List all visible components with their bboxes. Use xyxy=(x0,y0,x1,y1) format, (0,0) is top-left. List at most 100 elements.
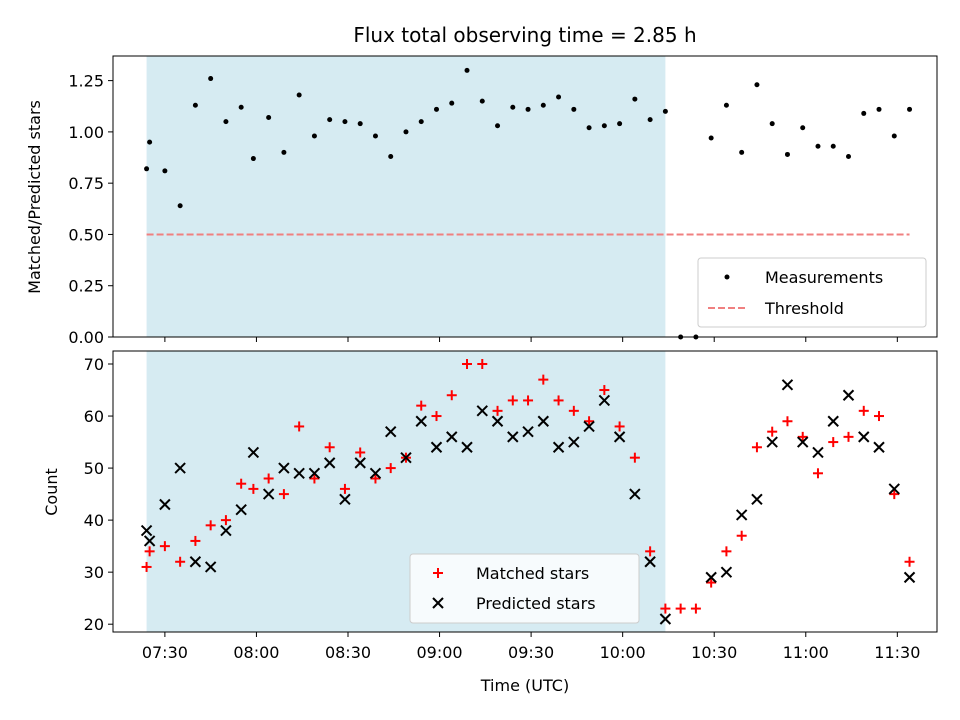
measurement-point xyxy=(662,108,668,114)
matched-star-point xyxy=(385,463,396,474)
predicted-star-point xyxy=(235,504,247,516)
matched-star-point xyxy=(797,431,808,442)
measurement-point xyxy=(571,106,577,112)
x-tick-label: 09:00 xyxy=(416,643,462,662)
measurement-point xyxy=(372,133,378,139)
matched-star-point xyxy=(477,359,488,370)
measurement-point xyxy=(281,149,287,155)
measurement-point xyxy=(296,92,302,98)
legend-matched-marker xyxy=(433,568,443,578)
matched-star-point xyxy=(782,416,793,427)
predicted-star-point xyxy=(476,405,488,417)
predicted-star-point xyxy=(354,457,366,469)
top-legend: Measurements Threshold xyxy=(697,257,927,328)
measurement-point xyxy=(479,98,485,104)
measurement-point xyxy=(250,156,256,162)
matched-star-point xyxy=(144,546,155,557)
predicted-star-point xyxy=(491,415,504,427)
legend-threshold-label: Threshold xyxy=(764,299,844,318)
predicted-star-point xyxy=(797,436,809,448)
measurement-point xyxy=(495,123,501,129)
predicted-star-point xyxy=(659,613,672,625)
bottom-panel: 20 30 40 50 60 70 07:30 08:00 08:30 09:00 09:30 10… xyxy=(42,350,938,695)
matched-star-point xyxy=(462,359,473,370)
predicted-star-point xyxy=(323,457,336,469)
predicted-star-point xyxy=(842,389,855,401)
measurement-point xyxy=(540,102,546,108)
y-tick-label: 20 xyxy=(84,615,104,634)
matched-star-point xyxy=(523,395,534,406)
measurement-point xyxy=(357,121,363,127)
matched-star-point xyxy=(690,603,701,614)
bottom-legend-box xyxy=(409,553,640,624)
x-tick-label: 11:30 xyxy=(874,643,920,662)
matched-star-point xyxy=(141,561,152,572)
bottom-x-axis-ticks: 07:30 08:00 08:30 09:00 09:30 10:00 10:30 11:00… xyxy=(142,632,920,662)
measurement-point xyxy=(177,203,183,209)
matched-star-point xyxy=(629,452,640,463)
predicted-star-point xyxy=(766,436,778,448)
y-tick-label: 30 xyxy=(84,563,104,582)
y-tick-label: 1.25 xyxy=(68,72,104,91)
predicted-star-point xyxy=(858,431,870,443)
measurement-point xyxy=(510,104,516,110)
y-tick-label: 40 xyxy=(84,511,104,530)
chart-title: Flux total observing time = 2.85 h xyxy=(353,23,696,47)
measurement-point xyxy=(147,139,153,145)
measurement-point xyxy=(586,125,592,131)
x-axis-label: Time (UTC) xyxy=(480,676,569,695)
measurement-point xyxy=(601,123,607,129)
matched-star-point xyxy=(858,405,869,416)
bottom-legend: Matched stars Predicted stars xyxy=(409,553,640,624)
measurement-point xyxy=(723,102,729,108)
predicted-star-point xyxy=(552,441,565,453)
matched-star-point xyxy=(278,489,289,500)
predicted-star-point xyxy=(827,415,839,427)
matched-star-point xyxy=(339,483,350,494)
measurement-point xyxy=(632,96,638,102)
bottom-y-axis-label: Count xyxy=(42,468,61,516)
matched-star-point xyxy=(507,395,518,406)
measurement-point xyxy=(311,133,317,139)
measurement-point xyxy=(708,135,714,141)
predicted-star-point xyxy=(247,446,260,459)
predicted-star-point xyxy=(812,446,824,459)
x-tick-label: 11:00 xyxy=(783,643,829,662)
measurement-point xyxy=(754,82,760,88)
measurement-point xyxy=(327,117,333,123)
measurement-point xyxy=(433,106,439,112)
top-y-axis-label: Matched/Predicted stars xyxy=(25,100,44,294)
matched-star-point xyxy=(370,473,381,484)
predicted-star-point xyxy=(430,441,443,453)
measurement-point xyxy=(800,125,806,131)
predicted-star-point xyxy=(385,425,397,438)
matched-star-point xyxy=(751,442,762,453)
matched-star-point xyxy=(492,405,503,416)
predicted-star-point xyxy=(598,394,611,407)
legend-predicted-marker xyxy=(432,597,444,609)
matched-star-point xyxy=(599,385,610,396)
predicted-star-point xyxy=(522,425,534,438)
matched-star-point xyxy=(812,468,823,479)
measurement-point xyxy=(617,121,623,127)
bottom-data-marks xyxy=(140,359,916,625)
measurement-point xyxy=(464,67,470,73)
measurement-point xyxy=(418,119,424,125)
measurement-point xyxy=(342,119,348,125)
matched-star-point xyxy=(431,411,442,422)
predicted-star-point xyxy=(507,431,519,443)
legend-matched-label: Matched stars xyxy=(476,564,589,583)
matched-star-point xyxy=(767,426,778,437)
y-tick-label: 60 xyxy=(84,407,104,426)
matched-star-point xyxy=(309,473,320,484)
predicted-star-point xyxy=(720,566,733,578)
matched-star-point xyxy=(538,374,549,385)
matched-star-point xyxy=(721,546,732,557)
predicted-star-point xyxy=(400,451,412,464)
predicted-star-point xyxy=(204,561,217,573)
measurement-point xyxy=(388,154,394,160)
predicted-star-point xyxy=(143,535,156,547)
matched-star-point xyxy=(568,405,579,416)
top-x-axis-ticks xyxy=(164,337,898,342)
matched-star-point xyxy=(675,603,686,614)
